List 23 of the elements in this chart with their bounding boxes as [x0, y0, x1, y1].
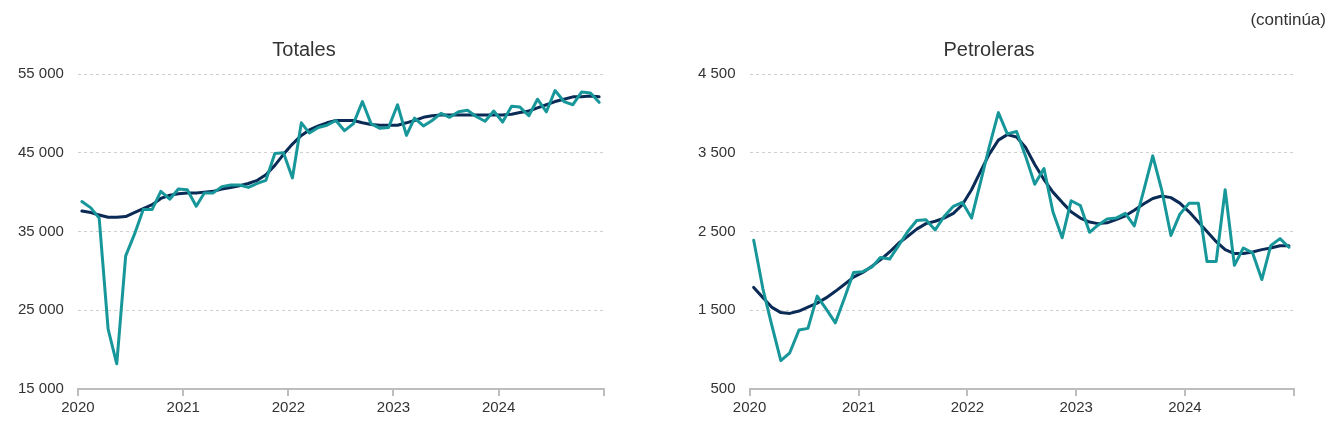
x-tick-label: 2022 — [271, 398, 306, 416]
x-tick-label: 2021 — [841, 398, 876, 416]
y-tick-label: 55 000 — [17, 64, 64, 82]
y-tick-label: 3 500 — [697, 142, 736, 160]
text: (continúa) — [1250, 10, 1326, 30]
y-tick-label: 2 500 — [697, 221, 736, 239]
y-tick-label: 25 000 — [17, 300, 64, 318]
y-tick-label: 4 500 — [697, 64, 736, 82]
x-tick-label: 2024 — [1168, 398, 1202, 416]
y-tick-label: 45 000 — [17, 142, 64, 160]
x-tick-label: 2021 — [166, 398, 200, 416]
x-tick-label: 2020 — [732, 398, 767, 416]
y-tick-label: 1 500 — [697, 300, 736, 318]
y-tick-label: 500 — [710, 379, 736, 397]
x-tick-label: 2024 — [481, 398, 516, 416]
x-tick-label: 2022 — [950, 398, 985, 416]
chart-title: Petroleras — [943, 37, 1035, 60]
x-tick-label: 2023 — [376, 398, 411, 416]
y-tick-label: 35 000 — [17, 221, 64, 239]
x-tick-label: 2020 — [61, 398, 95, 416]
y-tick-label: 15 000 — [17, 379, 64, 397]
x-tick-label: 2023 — [1059, 398, 1093, 416]
chart-title: Totales — [272, 37, 336, 60]
